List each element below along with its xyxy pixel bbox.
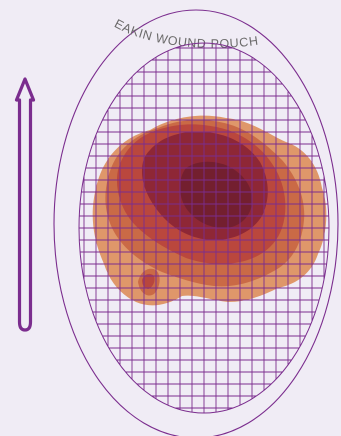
pouch-inner-outline bbox=[78, 42, 330, 414]
wound-area bbox=[92, 115, 327, 306]
wound-satellite-inner bbox=[142, 273, 155, 289]
pouch-outer-outline bbox=[53, 9, 339, 436]
brand-text: EAKIN WOUND POUCH bbox=[112, 17, 259, 51]
up-arrow-icon bbox=[14, 77, 36, 332]
